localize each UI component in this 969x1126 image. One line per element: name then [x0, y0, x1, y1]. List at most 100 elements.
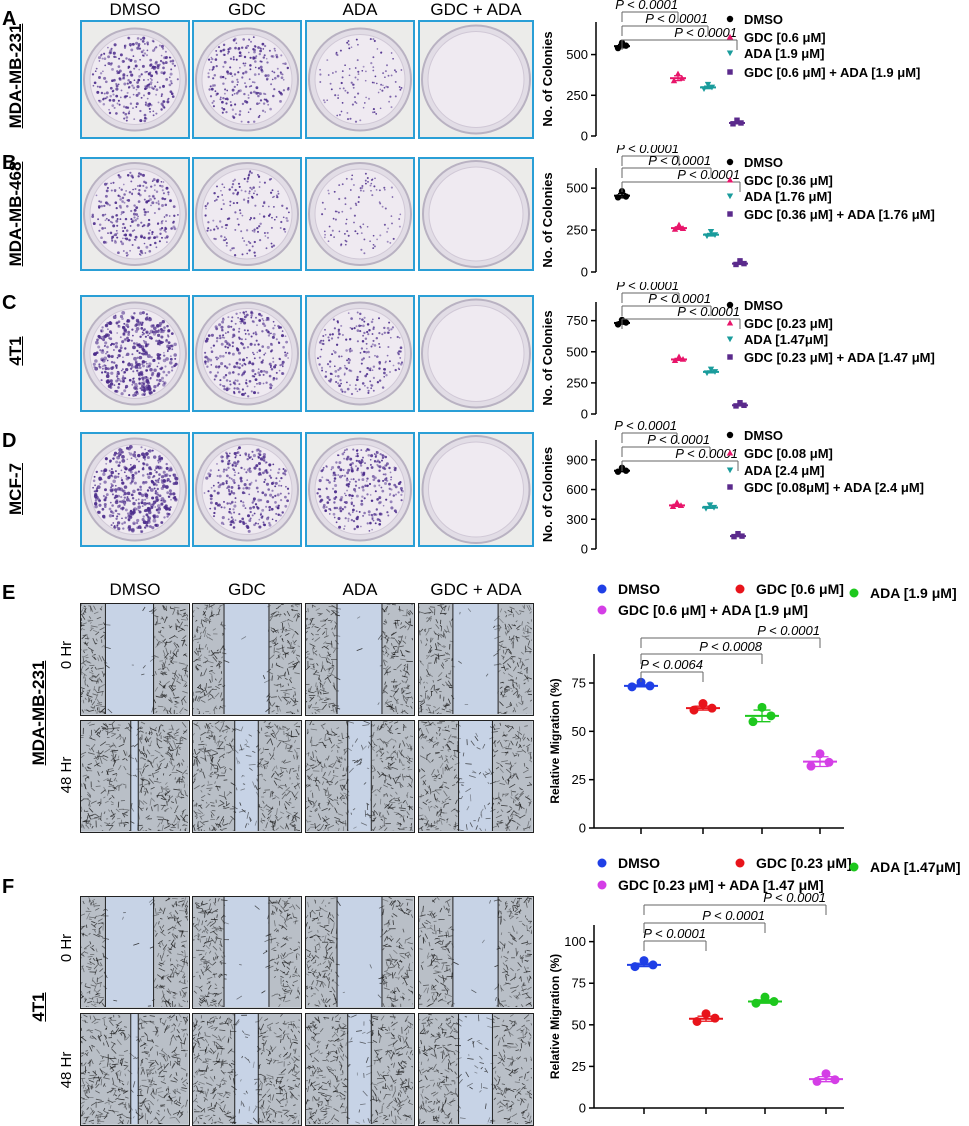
colony-dot — [367, 226, 369, 228]
colony-dot — [227, 72, 230, 75]
colony-dot — [344, 449, 346, 451]
colony-dot — [107, 360, 109, 362]
colony-dot — [351, 393, 353, 395]
colony-dot — [278, 326, 281, 329]
colony-dot — [98, 504, 101, 507]
colony-dot — [133, 216, 135, 218]
colony-dot — [348, 235, 350, 237]
colony-dot — [236, 84, 238, 86]
dish-well — [429, 442, 524, 537]
colony-dot — [347, 518, 349, 520]
colony-dot — [218, 46, 220, 48]
colony-dot — [116, 230, 118, 232]
colony-dot — [114, 43, 117, 46]
colony-dot — [287, 87, 289, 89]
colony-dot — [366, 493, 368, 495]
colony-dot — [142, 349, 145, 352]
colony-dot — [380, 84, 382, 86]
colony-dot — [386, 64, 388, 66]
colony-dot — [142, 474, 145, 477]
colony-dot — [326, 496, 329, 499]
colony-dot — [242, 358, 245, 361]
colony-dot — [112, 182, 114, 184]
colony-dot — [263, 458, 266, 461]
cell-stroke — [99, 687, 100, 692]
colony-dot — [226, 90, 228, 92]
colony-dot — [259, 181, 261, 183]
colony-dot — [124, 504, 126, 506]
colony-dot — [370, 185, 372, 187]
colony-dot — [238, 391, 241, 394]
colony-dot — [120, 344, 122, 346]
colony-dot — [238, 47, 241, 50]
colony-dot — [164, 229, 166, 231]
colony-dot — [368, 98, 370, 100]
colony-dot — [228, 371, 231, 374]
scratch-drawing — [81, 604, 188, 714]
colony-dot — [147, 476, 150, 479]
colony-dot — [213, 105, 215, 107]
colony-dot — [211, 334, 214, 337]
colony-dot — [223, 388, 226, 391]
colony-dot — [140, 327, 143, 330]
colony-dot — [138, 509, 140, 511]
colony-dot — [328, 499, 330, 501]
colony-dot — [395, 81, 397, 83]
colony-dot — [259, 223, 261, 225]
colony-dot — [102, 214, 105, 217]
colony-dot — [135, 323, 138, 326]
colony-dot — [397, 336, 399, 338]
colony-dot — [271, 243, 273, 245]
colony-dot — [257, 491, 259, 493]
colony-dot — [263, 481, 265, 483]
colony-dot — [105, 463, 107, 465]
colony-dot — [131, 84, 133, 86]
colony-dot — [379, 234, 381, 236]
colony-dot — [172, 221, 174, 223]
colony-dot — [131, 328, 133, 330]
colony-dot — [322, 202, 324, 204]
colony-dot — [115, 364, 118, 367]
colony-dot — [359, 318, 361, 320]
colony-dot — [223, 376, 226, 379]
y-tick-label: 900 — [566, 452, 588, 467]
colony-dot — [387, 332, 389, 334]
colony-dot — [110, 367, 113, 370]
colony-dot — [251, 369, 254, 372]
colony-dot — [169, 489, 172, 492]
colony-dot — [119, 205, 122, 208]
y-tick-label: 300 — [566, 512, 588, 527]
colony-dot — [347, 469, 350, 472]
colony-dot — [118, 473, 120, 475]
colony-dot — [155, 492, 157, 494]
colony-dot — [157, 384, 159, 386]
colony-dot — [102, 368, 104, 370]
colony-dot — [250, 217, 252, 219]
colony-dot — [284, 469, 287, 472]
colony-dot — [242, 72, 244, 74]
p-value-label: P < 0.0001 — [645, 11, 708, 26]
colony-dot — [206, 366, 208, 368]
colony-dot — [150, 324, 153, 327]
colony-dot — [350, 478, 352, 480]
colony-dot — [105, 365, 107, 367]
colony-dot — [259, 213, 261, 215]
colony-dot — [260, 48, 262, 50]
colony-dot — [252, 501, 254, 503]
colony-dot — [117, 325, 120, 328]
colony-dot — [98, 336, 101, 339]
colony-dot — [393, 238, 395, 240]
colony-dot — [112, 522, 114, 524]
colony-dot — [278, 485, 280, 487]
colony-dot — [132, 394, 135, 397]
colony-dot — [143, 208, 145, 210]
colony-dot — [218, 504, 221, 507]
colony-dot — [384, 76, 386, 78]
colony-dot — [248, 94, 250, 96]
colony-dot — [258, 468, 260, 470]
colony-dot — [96, 68, 98, 70]
row-label-f: 4T1 — [29, 937, 51, 1077]
colony-dot — [223, 501, 225, 503]
colony-dot — [163, 326, 166, 329]
colony-dot — [114, 488, 117, 491]
